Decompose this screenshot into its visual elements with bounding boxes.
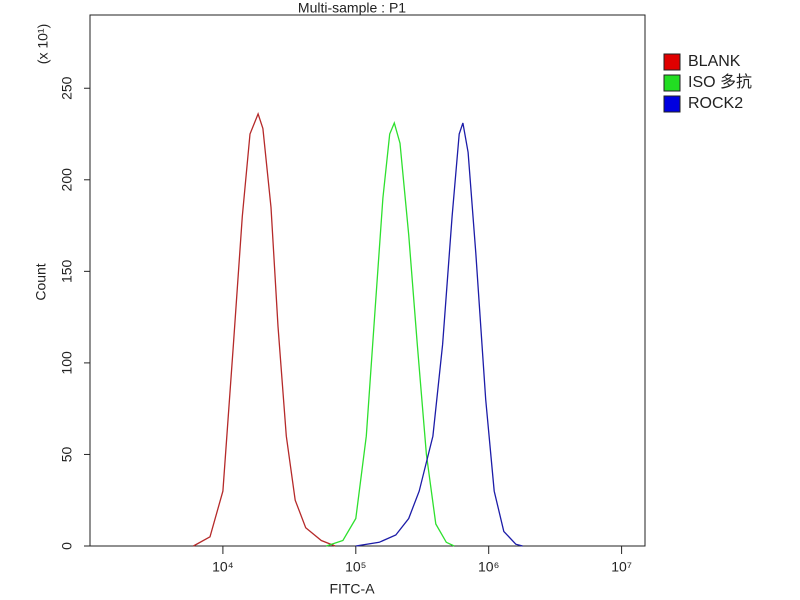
y-tick-label: 0 (59, 542, 75, 550)
y-tick-label: 50 (59, 446, 75, 462)
legend-swatch (663, 74, 681, 92)
legend-label: ROCK2 (688, 95, 743, 112)
y-axis-label: Count (33, 263, 49, 300)
legend-label: ISO 多抗 (688, 73, 752, 91)
legend-swatch (663, 53, 681, 71)
legend-swatch (663, 95, 681, 113)
series-line (193, 112, 336, 547)
y-tick-label: 150 (59, 259, 75, 283)
x-tick-label: 10⁵ (345, 559, 366, 575)
y-multiplier: (x 10¹) (35, 24, 51, 64)
x-tick-label: 10⁴ (212, 559, 234, 575)
chart-title: Multi-sample : P1 (298, 0, 406, 16)
series-line (355, 122, 523, 547)
y-tick-label: 250 (59, 76, 75, 100)
series-line (326, 121, 455, 547)
y-tick-label: 100 (59, 351, 75, 375)
legend-label: BLANK (688, 53, 741, 70)
y-tick-label: 200 (59, 168, 75, 192)
x-axis-label: FITC-A (329, 581, 375, 597)
x-tick-label: 10⁷ (611, 559, 632, 575)
x-tick-label: 10⁶ (478, 559, 499, 575)
plot-frame (89, 14, 646, 547)
